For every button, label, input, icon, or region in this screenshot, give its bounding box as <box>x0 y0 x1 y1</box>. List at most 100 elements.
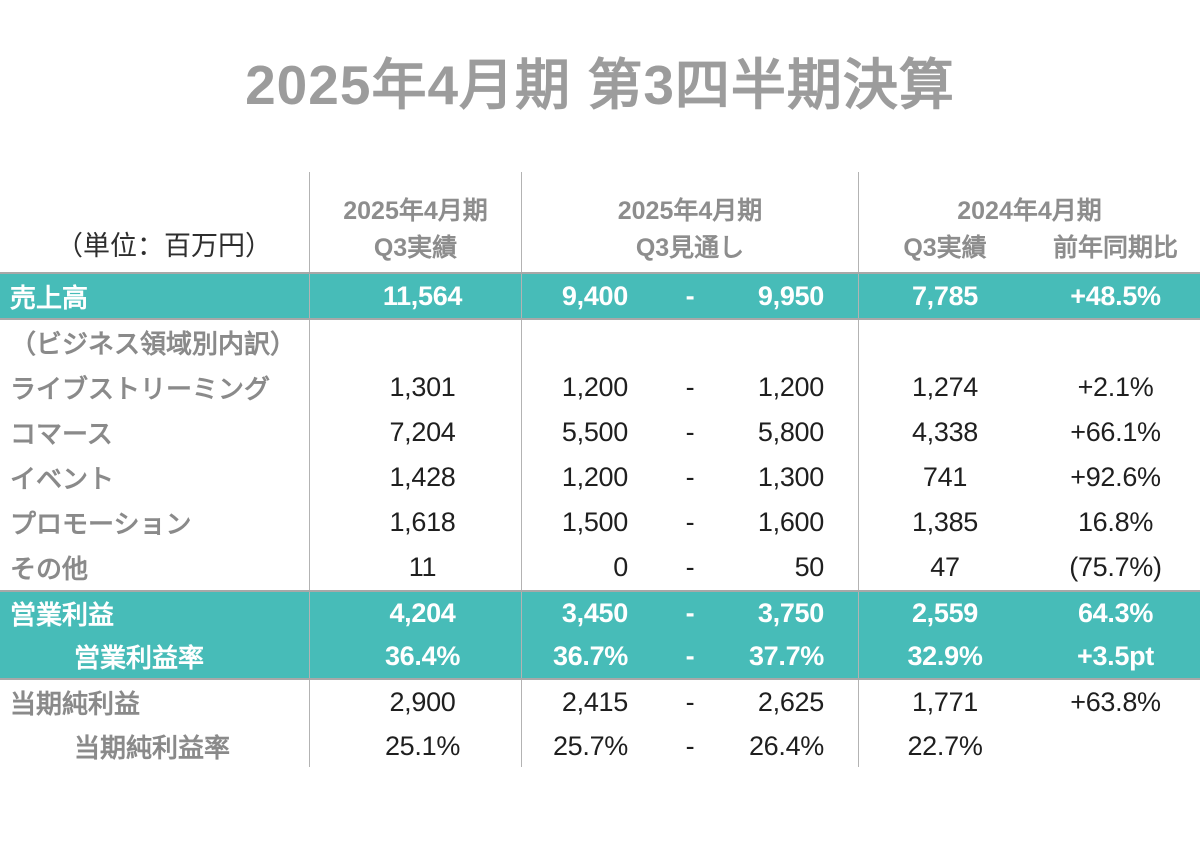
header-forecast-2025-line2: Q3見通し <box>635 234 745 262</box>
cell-prior-actual: 22.7% <box>907 730 983 761</box>
cell-prior-actual: 1,274 <box>911 372 979 402</box>
table-row: コマース 7,204 5,500 - 5,800 4,338 +66.1% <box>0 410 1200 455</box>
cell-forecast-high <box>730 320 859 365</box>
cell-prior-actual: 4,338 <box>911 417 979 447</box>
row-label: コマース <box>0 410 310 455</box>
cell-yoy: +48.5% <box>1070 280 1161 311</box>
row-label: 営業利益 <box>0 592 310 635</box>
cell-actual-2025: 1,301 <box>310 365 522 410</box>
row-label: ライブストリーミング <box>0 365 310 410</box>
cell-forecast-dash: - <box>685 641 695 671</box>
cell-forecast-low: 25.7% <box>552 730 628 761</box>
cell-forecast-low: 0 <box>613 552 628 582</box>
table-row: 売上高 11,564 9,400 - 9,950 7,785 +48.5% <box>0 272 1200 320</box>
cell-forecast-dash: - <box>685 417 695 447</box>
cell-yoy: +66.1% <box>1070 417 1161 447</box>
cell-actual-2025: 11,564 <box>310 274 522 318</box>
table-row: プロモーション 1,618 1,500 - 1,600 1,385 16.8% <box>0 500 1200 545</box>
page-title: 2025年4月期 第3四半期決算 <box>245 54 955 116</box>
cell-yoy: 16.8% <box>1077 507 1154 537</box>
cell-yoy <box>1031 320 1200 365</box>
cell-prior-actual: 47 <box>930 552 960 582</box>
cell-forecast-high: 37.7% <box>730 635 859 678</box>
table-row: 営業利益率 36.4% 36.7% - 37.7% 32.9% +3.5pt <box>0 635 1200 680</box>
table-row: その他 11 0 - 50 47 (75.7%) <box>0 545 1200 590</box>
row-label: 当期純利益率 <box>0 725 310 767</box>
cell-forecast-dash: - <box>685 552 695 582</box>
cell-forecast-dash: - <box>685 687 695 717</box>
header-prior-actual: Q3実績 <box>903 234 987 262</box>
cell-forecast-high: 50 <box>730 545 859 590</box>
cell-forecast-dash: - <box>685 507 695 537</box>
table-row: 当期純利益率 25.1% 25.7% - 26.4% 22.7% <box>0 725 1200 767</box>
table-header: （単位：百万円） 2025年4月期 Q3実績 2025年4月期 Q3見通し 20… <box>0 172 1200 272</box>
cell-forecast-high: 1,300 <box>730 455 859 500</box>
cell-yoy <box>1031 725 1200 767</box>
cell-forecast-high: 26.4% <box>730 725 859 767</box>
table-body: 売上高 11,564 9,400 - 9,950 7,785 +48.5% （ビジネス領域別内… <box>0 272 1200 767</box>
cell-forecast-low: 3,450 <box>561 598 628 628</box>
cell-forecast-low: 5,500 <box>561 417 628 447</box>
cell-forecast-high: 5,800 <box>730 410 859 455</box>
cell-actual-2025: 25.1% <box>310 725 522 767</box>
cell-forecast-dash <box>650 320 730 365</box>
cell-forecast-dash: - <box>685 598 695 628</box>
cell-prior-actual: 2,559 <box>911 598 979 628</box>
cell-prior-actual: 7,785 <box>911 280 979 311</box>
cell-forecast-low <box>522 320 650 365</box>
table-row: ライブストリーミング 1,301 1,200 - 1,200 1,274 +2.1% <box>0 365 1200 410</box>
cell-prior-actual: 1,385 <box>911 507 979 537</box>
row-label: プロモーション <box>0 500 310 545</box>
header-yoy: 前年同期比 <box>1052 234 1178 262</box>
cell-forecast-high: 1,600 <box>730 500 859 545</box>
cell-yoy: +3.5pt <box>1077 641 1154 671</box>
header-prior-year-line2: Q3実績 前年同期比 <box>859 230 1200 267</box>
header-prior-year-line1: 2024年4月期 <box>957 197 1102 225</box>
cell-prior-actual: 741 <box>922 462 968 492</box>
table-row: 当期純利益 2,900 2,415 - 2,625 1,771 +63.8% <box>0 680 1200 725</box>
cell-forecast-low: 1,200 <box>561 372 628 402</box>
cell-forecast-low: 1,200 <box>561 462 628 492</box>
header-actual-2025: 2025年4月期 Q3実績 <box>310 172 522 272</box>
cell-forecast-high: 9,950 <box>730 274 859 318</box>
row-label: 営業利益率 <box>0 635 310 678</box>
cell-actual-2025: 1,428 <box>310 455 522 500</box>
cell-forecast-dash: - <box>685 372 695 402</box>
header-forecast-2025-line1: 2025年4月期 <box>617 197 763 225</box>
cell-forecast-dash: - <box>685 280 695 311</box>
cell-actual-2025: 1,618 <box>310 500 522 545</box>
cell-yoy: +92.6% <box>1070 462 1161 492</box>
row-label: その他 <box>0 545 310 590</box>
cell-forecast-dash: - <box>685 730 695 761</box>
cell-forecast-high: 1,200 <box>730 365 859 410</box>
cell-yoy: (75.7%) <box>1069 552 1162 582</box>
cell-actual-2025 <box>310 320 522 365</box>
financial-table: （単位：百万円） 2025年4月期 Q3実績 2025年4月期 Q3見通し 20… <box>0 172 1200 767</box>
cell-yoy: 64.3% <box>1077 598 1154 628</box>
cell-forecast-low: 36.7% <box>552 641 628 671</box>
cell-prior-actual: 32.9% <box>907 641 983 671</box>
cell-forecast-high: 2,625 <box>730 680 859 725</box>
unit-label: （単位：百万円） <box>0 172 310 272</box>
row-label: （ビジネス領域別内訳） <box>0 320 310 365</box>
header-forecast-2025: 2025年4月期 Q3見通し <box>522 172 859 272</box>
financial-results-slide: 2025年4月期 第3四半期決算 （単位：百万円） 2025年4月期 Q3実績 … <box>0 54 1200 767</box>
cell-prior-actual: 1,771 <box>911 687 979 717</box>
cell-yoy: +63.8% <box>1070 687 1161 717</box>
cell-forecast-dash: - <box>685 462 695 492</box>
table-row: イベント 1,428 1,200 - 1,300 741 +92.6% <box>0 455 1200 500</box>
cell-yoy: +2.1% <box>1077 372 1154 402</box>
cell-forecast-low: 2,415 <box>561 687 628 717</box>
cell-actual-2025: 11 <box>310 545 522 590</box>
table-row: 営業利益 4,204 3,450 - 3,750 2,559 64.3% <box>0 590 1200 635</box>
header-actual-2025-line2: Q3実績 <box>373 234 458 262</box>
cell-prior-actual <box>859 320 1031 365</box>
row-label: イベント <box>0 455 310 500</box>
cell-actual-2025: 2,900 <box>310 680 522 725</box>
cell-actual-2025: 4,204 <box>310 592 522 635</box>
header-prior-year-2024: 2024年4月期 Q3実績 前年同期比 <box>859 172 1200 272</box>
cell-forecast-high: 3,750 <box>730 592 859 635</box>
table-row: （ビジネス領域別内訳） <box>0 320 1200 365</box>
cell-actual-2025: 36.4% <box>310 635 522 678</box>
cell-forecast-low: 9,400 <box>561 280 628 311</box>
